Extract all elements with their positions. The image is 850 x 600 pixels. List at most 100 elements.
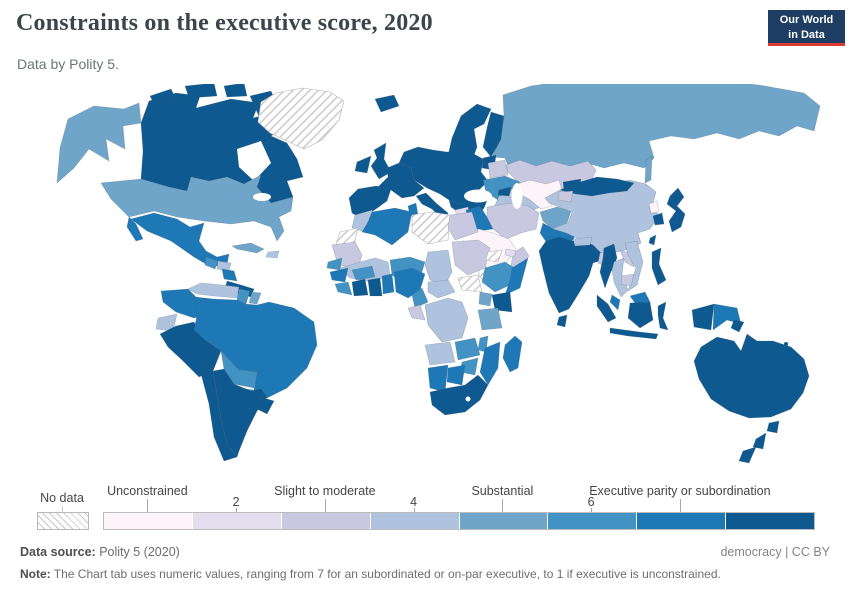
country-south-africa[interactable] [429,374,489,416]
legend-tick-mark [591,508,593,512]
country-tajikistan[interactable] [557,190,574,203]
country-sri-lanka[interactable] [556,314,568,328]
legend-segment[interactable] [281,513,370,529]
country-drc[interactable] [424,297,469,343]
country-north-korea[interactable] [648,200,660,214]
country-argentina[interactable] [212,368,268,458]
country-sumatra[interactable] [596,294,617,323]
country-mongolia[interactable] [559,176,635,197]
country-togo-benin[interactable] [381,273,395,295]
country-angola[interactable] [424,341,456,366]
country-nicaragua[interactable] [221,268,238,282]
legend-tick-mark [413,508,415,512]
country-borneo-indonesia[interactable] [627,301,654,329]
country-arctic-island[interactable] [149,88,178,105]
country-japan[interactable] [666,187,686,233]
country-borneo-malaysia[interactable] [629,291,651,304]
country-greenland[interactable] [257,87,345,150]
country-uae[interactable] [504,248,517,258]
legend-segment[interactable] [459,513,548,529]
country-cuba[interactable] [231,242,265,254]
country-suriname[interactable] [248,291,262,305]
country-tasmania[interactable] [766,420,780,434]
country-central-europe[interactable] [398,146,489,205]
country-nepal[interactable] [572,236,593,247]
country-new-zealand-north[interactable] [752,432,767,450]
country-libya[interactable] [411,211,451,245]
country-new-guinea-west[interactable] [691,303,715,331]
country-namibia[interactable] [427,364,449,393]
country-somalia[interactable] [504,257,529,296]
country-ivory-coast[interactable] [351,278,369,297]
country-central-african-republic[interactable] [427,279,456,299]
country-uk[interactable] [370,142,392,180]
country-ghana[interactable] [367,277,383,297]
legend-segment[interactable] [192,513,281,529]
country-thailand[interactable] [611,257,629,298]
country-java[interactable] [609,327,659,340]
legend-colorbar[interactable] [103,512,815,530]
country-tanzania[interactable] [477,307,503,331]
country-new-zealand-south[interactable] [738,446,757,464]
no-data-swatch[interactable] [37,512,89,530]
country-belarus[interactable] [487,159,509,179]
license-link[interactable]: democracy | CC BY [720,545,830,559]
country-russia[interactable] [491,75,821,169]
country-australia[interactable] [693,333,810,419]
country-egypt[interactable] [447,211,479,241]
world-map[interactable] [0,75,850,486]
country-south-korea[interactable] [652,212,665,226]
country-eritrea[interactable] [485,249,503,263]
country-ireland[interactable] [354,155,372,174]
country-afghanistan[interactable] [539,206,572,230]
legend-segment[interactable] [637,513,726,529]
country-mozambique[interactable] [479,341,501,386]
owid-logo[interactable]: Our World in Data [768,10,845,46]
country-arctic-island[interactable] [184,82,218,99]
country-alaska[interactable] [56,102,142,184]
country-cameroon[interactable] [411,287,429,309]
data-source-value[interactable]: Polity 5 (2020) [99,545,180,559]
country-malaysia[interactable] [609,294,621,311]
country-hispaniola[interactable] [265,250,280,259]
country-south-sudan[interactable] [457,274,483,293]
country-venezuela[interactable] [187,282,240,299]
country-laos[interactable] [619,249,635,268]
legend-segment[interactable] [726,513,814,529]
country-sakhalin[interactable] [644,155,653,184]
country-sulawesi[interactable] [657,301,669,331]
country-vietnam[interactable] [624,240,644,292]
country-cambodia[interactable] [620,273,635,287]
country-gabon-congo[interactable] [407,304,426,321]
country-senegal[interactable] [326,257,343,271]
country-georgia-armenia[interactable] [497,186,512,197]
country-png-tip[interactable] [730,319,745,333]
country-philippines[interactable] [651,247,667,286]
country-taiwan[interactable] [648,234,657,246]
country-guatemala[interactable] [204,256,219,270]
country-madagascar[interactable] [502,335,523,373]
legend-segment[interactable] [548,513,637,529]
country-kyrgyzstan[interactable] [562,178,582,191]
country-burkina-faso[interactable] [351,265,376,281]
country-guinea[interactable] [329,267,349,283]
country-new-caledonia[interactable] [793,354,797,358]
country-uganda[interactable] [478,291,493,307]
country-zambia[interactable] [454,337,481,361]
country-baja[interactable] [126,216,144,242]
country-brazil[interactable] [193,298,318,399]
country-mexico[interactable] [130,212,230,268]
page-title: Constraints on the executive score, 2020 [16,10,433,36]
legend-segment[interactable] [370,513,459,529]
country-kenya[interactable] [491,291,513,313]
legend-segment[interactable] [104,513,192,529]
country-iceland[interactable] [374,94,400,113]
country-sierra-leone-liberia[interactable] [334,281,353,296]
country-uruguay[interactable] [256,396,275,415]
country-algeria[interactable] [361,207,413,246]
country-arctic-island[interactable] [223,82,248,98]
country-usa[interactable] [100,174,294,242]
country-myanmar[interactable] [599,243,618,289]
country-fiji[interactable] [784,342,788,346]
country-botswana[interactable] [446,364,466,386]
